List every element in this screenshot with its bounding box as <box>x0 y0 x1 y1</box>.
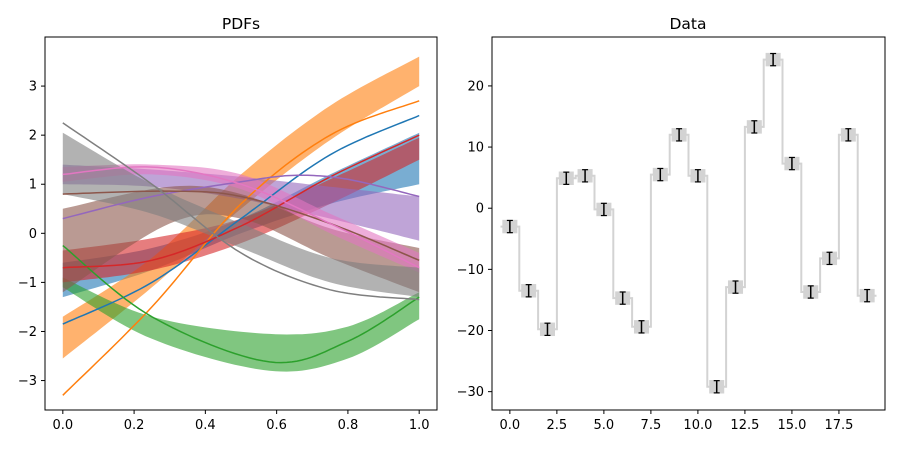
data-errorbar-17 <box>826 251 833 266</box>
data-errorbar-5 <box>600 202 607 217</box>
data-x-tick-label: 17.5 <box>824 418 853 433</box>
pdfs-y-tick-label: 1 <box>29 178 37 193</box>
pdf-line-1 <box>62 100 420 396</box>
data-errorbar-13 <box>751 120 758 134</box>
data-errorbar-7 <box>638 320 645 334</box>
pdf-band-2 <box>62 277 420 372</box>
pdfs-x-tick-label: 0.6 <box>266 418 287 433</box>
pdfs-x-tick-label: 0.0 <box>52 418 73 433</box>
pdf-band-7 <box>62 132 420 298</box>
pdf-line-6 <box>62 166 420 269</box>
pdfs-x-tick-label: 0.8 <box>338 418 359 433</box>
data-errorbar-8 <box>657 167 664 182</box>
data-errorbar-12 <box>732 280 739 294</box>
data-errorbar-14 <box>770 52 777 67</box>
pdf-line-2 <box>62 245 420 364</box>
data-title: Data <box>669 15 706 33</box>
data-y-tick-label: 20 <box>467 79 484 94</box>
pdfs-y-tick-label: 0 <box>29 227 37 242</box>
data-x-ticks: 0.0 2.5 5.0 7.5 10.0 12.5 15.0 17.5 <box>500 410 853 433</box>
pdfs-y-tick-label: 3 <box>29 80 37 95</box>
data-errorbar-9 <box>676 128 683 142</box>
data-y-tick-label: −20 <box>457 324 484 339</box>
pdfs-y-tick-label: 2 <box>29 129 37 144</box>
data-x-tick-label: 10.0 <box>683 418 712 433</box>
data-x-tick-label: 5.0 <box>594 418 615 433</box>
data-errorbar-0 <box>506 219 513 234</box>
data-step-line <box>500 58 877 388</box>
data-errorbar-1 <box>525 284 532 298</box>
data-x-tick-label: 7.5 <box>641 418 662 433</box>
data-x-tick-label: 0.0 <box>500 418 521 433</box>
data-plot-area <box>500 52 877 394</box>
data-y-tick-label: −10 <box>457 263 484 278</box>
pdfs-plot-area <box>62 56 420 396</box>
data-errorbar-2 <box>544 322 551 336</box>
data-errorbar-19 <box>864 288 871 303</box>
data-errorbar-11 <box>713 380 720 394</box>
data-y-tick-label: 10 <box>467 141 484 156</box>
data-errorbar-16 <box>807 285 814 299</box>
data-errorbar-4 <box>582 169 589 183</box>
pdfs-y-ticks: −3 −2 −1 0 1 2 3 <box>18 80 45 389</box>
pdf-line-4 <box>62 174 420 220</box>
pdfs-panel: 0.0 0.2 0.4 0.6 0.8 1.0 −3 −2 −1 0 1 2 3 PDFs <box>18 15 438 433</box>
data-errorbar-10 <box>694 169 701 183</box>
pdf-line-3 <box>62 134 420 269</box>
data-panel: 0.0 2.5 5.0 7.5 10.0 12.5 15.0 17.5 −30 −20 −10 0 1… <box>457 15 886 433</box>
data-x-tick-label: 15.0 <box>777 418 806 433</box>
pdfs-x-tick-label: 0.2 <box>124 418 145 433</box>
data-errorbar-6 <box>619 291 626 305</box>
data-x-tick-label: 12.5 <box>730 418 759 433</box>
data-errorbar-18 <box>845 128 852 142</box>
pdf-line-7 <box>62 122 420 301</box>
pdf-band-3 <box>62 137 420 283</box>
data-errorbar-15 <box>788 156 795 171</box>
pdfs-y-tick-label: −2 <box>18 325 37 340</box>
data-x-tick-label: 2.5 <box>547 418 568 433</box>
pdfs-x-tick-label: 0.4 <box>195 418 216 433</box>
data-y-ticks: −30 −20 −10 0 10 20 <box>457 79 492 400</box>
pdfs-y-tick-label: −3 <box>18 374 37 389</box>
pdfs-x-tick-label: 1.0 <box>409 418 430 433</box>
pdfs-y-tick-label: −1 <box>18 276 37 291</box>
pdfs-x-ticks: 0.0 0.2 0.4 0.6 0.8 1.0 <box>52 410 430 433</box>
data-y-tick-label: 0 <box>476 202 484 217</box>
data-axes-frame <box>491 36 886 411</box>
pdfs-title: PDFs <box>222 15 260 33</box>
pdf-line-5 <box>62 190 420 261</box>
pdfs-axes-frame <box>44 36 438 411</box>
pdf-line-0 <box>62 114 420 325</box>
data-errorbar-3 <box>563 171 570 185</box>
data-y-tick-label: −30 <box>457 385 484 400</box>
